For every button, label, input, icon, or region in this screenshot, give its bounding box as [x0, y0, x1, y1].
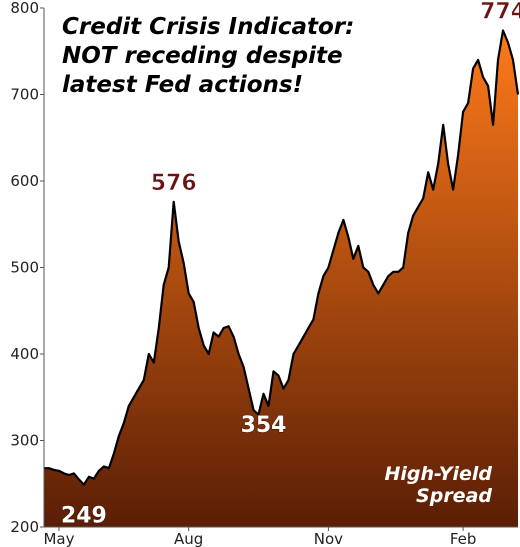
y-tick-label: 600 [10, 172, 39, 190]
y-tick-label: 500 [10, 259, 39, 277]
y-tick-label: 700 [10, 86, 39, 104]
y-tick-label: 400 [10, 345, 39, 363]
chart-title: NOT receding despite [62, 43, 343, 69]
series-label: High-Yield [384, 463, 492, 485]
x-tick-label: Aug [174, 530, 203, 547]
y-tick-label: 200 [10, 518, 39, 536]
x-tick-label: Nov [314, 530, 343, 547]
chart-title: Credit Crisis Indicator: [62, 14, 354, 40]
x-tick-label: May [43, 530, 74, 547]
y-tick-label: 800 [10, 0, 39, 17]
x-tick-label: Feb [450, 530, 477, 547]
data-label: 576 [151, 171, 197, 196]
series-label: Spread [416, 485, 492, 507]
data-label: 354 [241, 413, 287, 438]
y-tick-label: 300 [10, 432, 39, 450]
data-label: 774 [480, 0, 520, 24]
data-label: 249 [61, 504, 107, 529]
line [44, 29, 520, 486]
chart-title: latest Fed actions! [62, 72, 303, 98]
area [44, 30, 518, 527]
